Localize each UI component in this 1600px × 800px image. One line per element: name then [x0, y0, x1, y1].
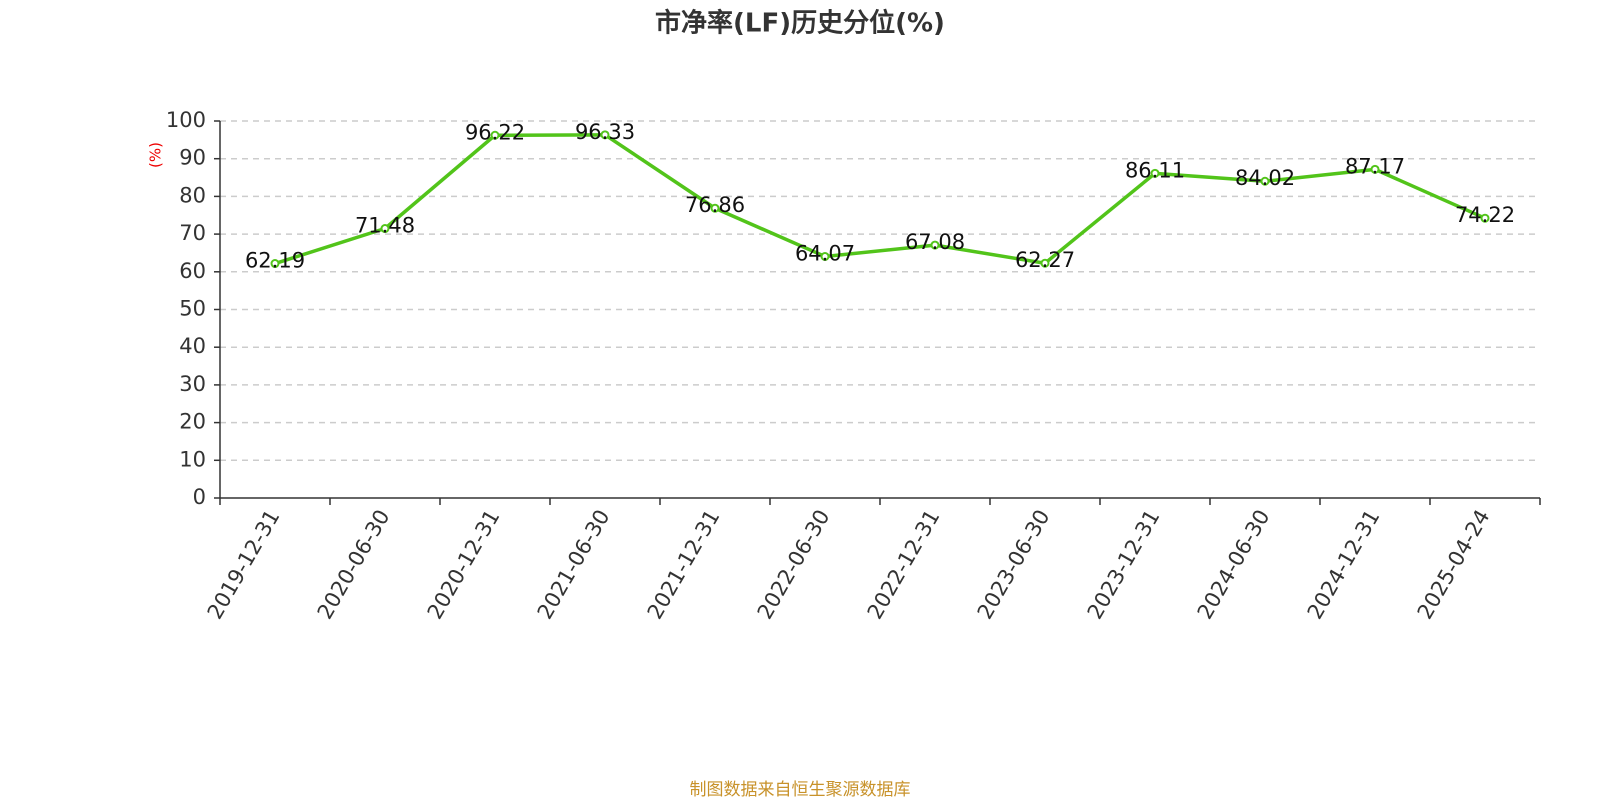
x-tick-label: 2023-06-30 [973, 506, 1055, 624]
y-tick-label: 90 [179, 146, 206, 170]
point-marker [710, 203, 720, 213]
y-tick-label: 60 [179, 259, 206, 283]
source-note: 制图数据来自恒生聚源数据库 [690, 780, 911, 800]
point-marker [930, 240, 940, 250]
point-marker [600, 130, 610, 140]
point-marker [1150, 168, 1160, 178]
x-tick-label: 2025-04-24 [1413, 506, 1495, 624]
point-marker [270, 259, 280, 269]
x-tick-label: 2020-12-31 [423, 506, 505, 624]
y-tick-label: 40 [179, 334, 206, 358]
data-label: 87.17 [1345, 154, 1405, 178]
y-tick-label: 70 [179, 221, 206, 245]
data-label: 96.33 [575, 120, 635, 144]
data-label: 67.08 [905, 230, 965, 254]
point-marker [1480, 213, 1490, 223]
data-label: 76.86 [685, 193, 745, 217]
y-tick-label: 0 [193, 485, 206, 509]
data-label: 62.27 [1015, 248, 1075, 272]
point-marker [820, 251, 830, 261]
point-marker [490, 130, 500, 140]
y-tick-label: 80 [179, 183, 206, 207]
data-label: 71.48 [355, 214, 415, 238]
point-marker [1370, 164, 1380, 174]
x-tick-label: 2024-06-30 [1193, 506, 1275, 624]
x-tick-label: 2022-06-30 [753, 506, 835, 624]
x-tick-label: 2023-12-31 [1083, 506, 1165, 624]
data-label: 62.19 [245, 249, 305, 273]
x-tick-label: 2021-06-30 [533, 506, 615, 624]
data-label: 84.02 [1235, 166, 1295, 190]
data-label: 86.11 [1125, 158, 1185, 182]
point-marker [1260, 176, 1270, 186]
point-marker [380, 224, 390, 234]
point-marker [1040, 258, 1050, 268]
x-tick-label: 2021-12-31 [643, 506, 725, 624]
data-label: 64.07 [795, 241, 855, 265]
data-label: 74.22 [1455, 203, 1515, 227]
y-axis-label: (%) [147, 142, 165, 168]
series-line [274, 133, 1486, 266]
chart-title: 市净率(LF)历史分位(%) [655, 8, 945, 39]
x-tick-label: 2024-12-31 [1303, 506, 1385, 624]
y-tick-label: 30 [179, 372, 206, 396]
y-tick-label: 20 [179, 410, 206, 434]
x-tick-label: 2019-12-31 [203, 506, 285, 624]
x-tick-label: 2022-12-31 [863, 506, 945, 624]
y-tick-label: 100 [166, 108, 206, 132]
data-label: 96.22 [465, 120, 525, 144]
x-tick-label: 2020-06-30 [313, 506, 395, 624]
y-tick-label: 50 [179, 297, 206, 321]
y-tick-label: 10 [179, 447, 206, 471]
